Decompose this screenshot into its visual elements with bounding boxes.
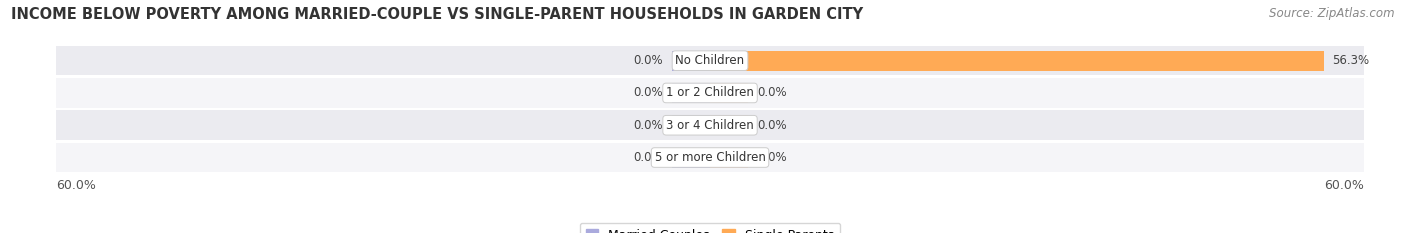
Text: 0.0%: 0.0%	[634, 119, 664, 132]
Text: 0.0%: 0.0%	[634, 54, 664, 67]
Text: Source: ZipAtlas.com: Source: ZipAtlas.com	[1270, 7, 1395, 20]
Text: 0.0%: 0.0%	[756, 119, 786, 132]
Text: No Children: No Children	[675, 54, 745, 67]
Bar	[672, 83, 710, 103]
Bar	[672, 51, 710, 71]
Bar	[710, 147, 748, 168]
Bar	[672, 115, 710, 135]
Text: 0.0%: 0.0%	[756, 86, 786, 99]
Bar	[56, 110, 1364, 141]
Bar	[672, 147, 710, 168]
Text: 1 or 2 Children: 1 or 2 Children	[666, 86, 754, 99]
Bar	[56, 45, 1364, 76]
Text: 0.0%: 0.0%	[756, 151, 786, 164]
Text: 60.0%: 60.0%	[1324, 179, 1364, 192]
Text: INCOME BELOW POVERTY AMONG MARRIED-COUPLE VS SINGLE-PARENT HOUSEHOLDS IN GARDEN : INCOME BELOW POVERTY AMONG MARRIED-COUPL…	[11, 7, 863, 22]
Legend: Married Couples, Single Parents: Married Couples, Single Parents	[579, 223, 841, 233]
Text: 3 or 4 Children: 3 or 4 Children	[666, 119, 754, 132]
Bar	[56, 142, 1364, 173]
Text: 56.3%: 56.3%	[1333, 54, 1369, 67]
Bar	[56, 77, 1364, 109]
Bar	[710, 51, 1323, 71]
Bar	[710, 83, 748, 103]
Text: 5 or more Children: 5 or more Children	[655, 151, 765, 164]
Text: 60.0%: 60.0%	[56, 179, 96, 192]
Text: 0.0%: 0.0%	[634, 86, 664, 99]
Text: 0.0%: 0.0%	[634, 151, 664, 164]
Bar	[710, 115, 748, 135]
